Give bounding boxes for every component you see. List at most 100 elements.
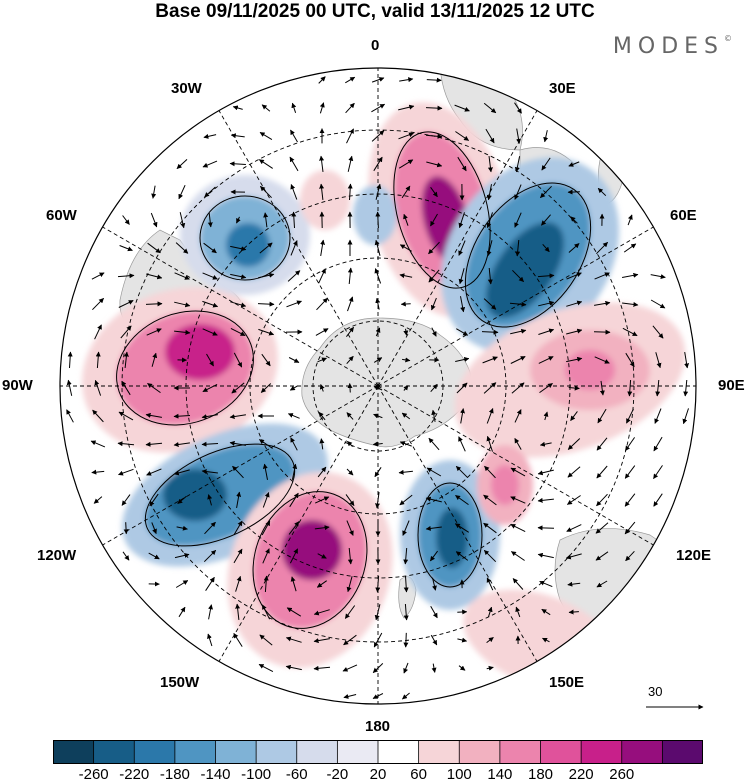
wind-arrow: [317, 553, 327, 559]
colorbar-swatch: [296, 740, 338, 764]
wind-arrow: [205, 576, 215, 591]
wind-arrow: [627, 214, 633, 226]
wind-arrow: [596, 465, 608, 479]
wind-arrow: [537, 469, 554, 476]
wind-arrow: [179, 212, 186, 229]
wind-arrow: [120, 325, 132, 339]
contour-lines: [116, 131, 592, 629]
colorbar-tick-label: -140: [200, 766, 231, 783]
colorbar-swatch: [337, 740, 379, 764]
wind-arrow: [319, 183, 325, 200]
wind-arrow: [231, 382, 245, 394]
wind-arrow: [346, 468, 354, 476]
wind-arrow: [537, 525, 555, 531]
wind-arrow: [625, 352, 635, 368]
wind-arrow: [203, 133, 217, 139]
lon-label-30e: 30E: [549, 80, 576, 97]
wind-arrow: [425, 105, 443, 111]
wind-arrow: [399, 441, 412, 447]
wind-arrow: [261, 104, 271, 112]
wind-arrow: [400, 301, 411, 307]
contour-neg-25w: [199, 195, 291, 281]
meridian-line: [212, 385, 379, 673]
wind-arrow: [258, 439, 273, 449]
wind-arrow: [652, 325, 664, 339]
wind-arrow: [650, 299, 666, 309]
wind-arrow: [262, 463, 268, 480]
wind-arrow: [290, 576, 297, 592]
colorbar-swatch: [134, 740, 176, 764]
wind-arrow: [233, 520, 243, 536]
wind-arrow: [314, 525, 330, 531]
wind-arrow: [537, 497, 554, 503]
wind-arrow: [515, 606, 521, 618]
wind-arrow: [146, 273, 163, 280]
wind-arrow: [263, 212, 269, 228]
colorbar-swatch: [93, 740, 135, 764]
wind-arrow: [483, 522, 497, 534]
colorbar-tick-label: 180: [527, 766, 554, 783]
wind-arrow: [399, 244, 412, 252]
wind-arrow: [95, 351, 101, 369]
wind-arrow: [178, 606, 186, 618]
wind-arrow: [290, 437, 298, 451]
wind-arrow: [286, 607, 302, 617]
wind-arrow: [375, 327, 381, 337]
brand-text: MODES: [612, 34, 724, 59]
wind-arrow: [229, 161, 246, 167]
wind-arrow: [622, 327, 638, 337]
wind-arrow: [398, 104, 415, 111]
contour-neg-155e: [417, 482, 483, 588]
wind-vectors: [66, 76, 690, 700]
wind-arrow: [514, 212, 522, 228]
wind-arrow: [567, 581, 581, 587]
wind-arrow: [597, 187, 607, 197]
colorbar-swatch: [662, 740, 703, 764]
wind-arrow: [346, 576, 353, 593]
wind-arrow: [258, 272, 275, 279]
wind-arrow: [653, 493, 663, 507]
meridian-line: [377, 385, 544, 673]
wind-arrow: [285, 636, 302, 643]
wind-arrow: [514, 409, 522, 423]
wind-arrow: [624, 493, 636, 507]
contour-pos-155w: [252, 491, 368, 629]
wind-arrow: [627, 379, 633, 397]
wind-arrow: [117, 441, 135, 447]
wind-arrow: [260, 383, 272, 393]
lon-label-30w: 30W: [171, 80, 202, 97]
wind-arrow: [486, 665, 494, 671]
wind-arrow: [510, 356, 526, 364]
wind-arrow: [66, 379, 73, 396]
wind-arrow: [93, 496, 103, 504]
wind-arrow: [454, 104, 470, 112]
colorbar-swatch: [215, 740, 257, 764]
wind-arrow: [346, 355, 354, 365]
wind-arrow: [622, 301, 639, 307]
modes-logo: MODES©: [613, 34, 732, 59]
wind-arrow: [320, 239, 326, 256]
wind-arrow: [402, 692, 410, 700]
wind-arrow: [151, 522, 157, 535]
wind-arrow: [236, 216, 241, 224]
wind-arrow: [262, 548, 270, 564]
contour-pos-80w: [116, 310, 254, 426]
wind-arrow: [566, 524, 582, 532]
wind-arrow: [460, 296, 466, 313]
wind-arrow: [90, 440, 106, 448]
wind-arrow: [654, 408, 662, 424]
wind-arrow: [483, 298, 497, 310]
wind-arrow: [342, 664, 358, 672]
wind-arrow: [314, 496, 330, 504]
wind-arrow: [399, 494, 413, 506]
wind-arrow: [67, 351, 73, 369]
contour-pos-20e: [393, 131, 491, 289]
wind-arrow: [653, 436, 663, 452]
wind-arrow: [319, 102, 325, 114]
colorbar-swatch: [378, 740, 420, 764]
wind-arrow: [682, 408, 689, 425]
wind-arrow: [538, 356, 554, 364]
wind-arrow: [117, 273, 135, 279]
wind-arrow: [430, 383, 438, 393]
wind-arrow: [486, 577, 494, 591]
